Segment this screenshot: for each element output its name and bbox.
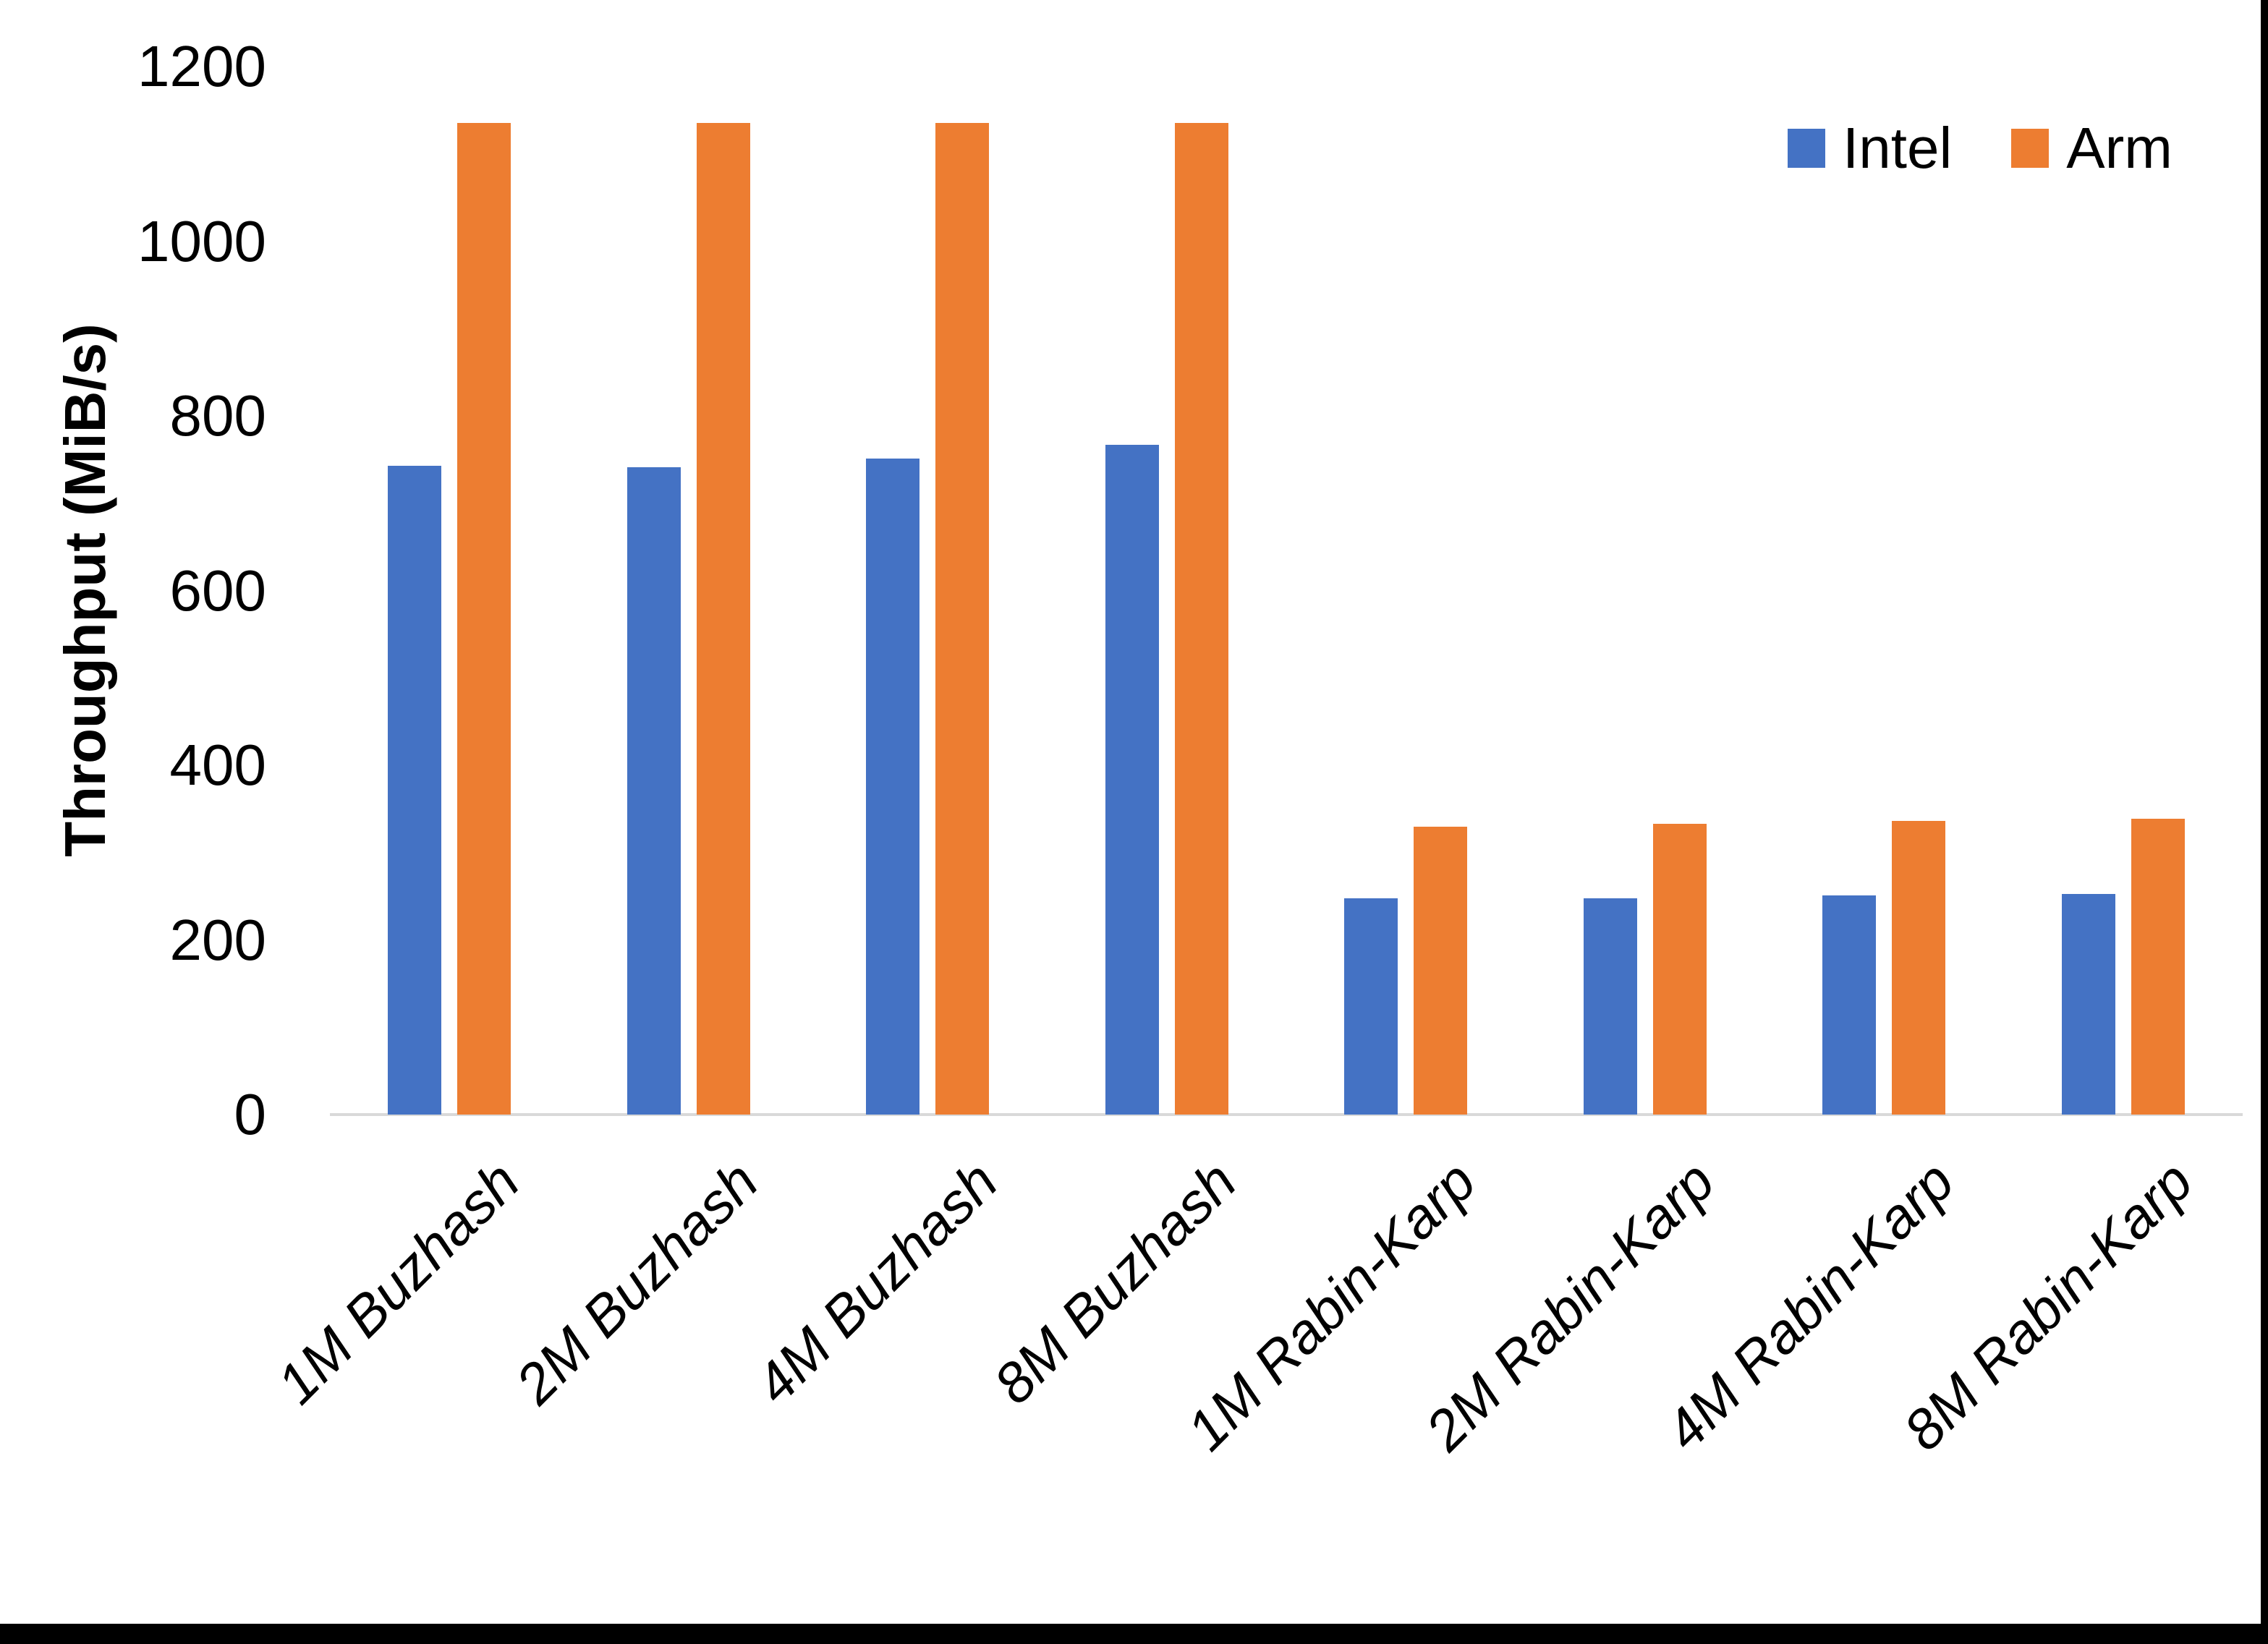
bar-arm-8m-rabin-karp xyxy=(2131,819,2185,1115)
y-tick-label-800: 800 xyxy=(169,383,266,448)
x-axis-line xyxy=(330,1113,2243,1116)
intel-legend-label: Intel xyxy=(1843,116,1953,180)
bar-intel-8m-rabin-karp xyxy=(2061,894,2115,1115)
bar-arm-1m-buzhash xyxy=(457,123,511,1115)
bar-arm-2m-rabin-karp xyxy=(1652,824,1707,1115)
arm-legend-swatch xyxy=(2011,129,2050,168)
bar-arm-4m-rabin-karp xyxy=(1892,821,1946,1115)
bar-intel-2m-buzhash xyxy=(627,467,681,1115)
bar-intel-8m-buzhash xyxy=(1105,445,1159,1115)
y-tick-label-400: 400 xyxy=(169,733,266,797)
intel-legend-swatch xyxy=(1788,129,1825,168)
y-tick-label-1000: 1000 xyxy=(137,208,266,273)
x-label-4m-buzhash: 4M Buzhash xyxy=(742,1149,1010,1416)
x-label-1m-buzhash: 1M Buzhash xyxy=(264,1149,532,1416)
bar-intel-4m-rabin-karp xyxy=(1822,895,1877,1115)
bar-arm-4m-buzhash xyxy=(935,123,990,1115)
bar-intel-2m-rabin-karp xyxy=(1583,898,1637,1115)
legend: Intel Arm xyxy=(1788,116,2173,180)
bar-intel-4m-buzhash xyxy=(866,459,920,1115)
y-tick-label-0: 0 xyxy=(234,1082,267,1146)
x-label-8m-buzhash: 8M Buzhash xyxy=(981,1149,1249,1416)
y-tick-label-600: 600 xyxy=(169,558,266,623)
y-tick-label-1200: 1200 xyxy=(137,34,266,98)
bar-intel-1m-buzhash xyxy=(388,466,442,1115)
bar-arm-2m-buzhash xyxy=(696,123,750,1115)
x-label-2m-buzhash: 2M Buzhash xyxy=(503,1149,770,1416)
bar-arm-8m-buzhash xyxy=(1174,123,1228,1115)
bar-arm-1m-rabin-karp xyxy=(1414,827,1468,1115)
bar-intel-1m-rabin-karp xyxy=(1344,898,1398,1115)
y-tick-label-200: 200 xyxy=(169,907,266,972)
arm-legend-label: Arm xyxy=(2066,116,2173,180)
